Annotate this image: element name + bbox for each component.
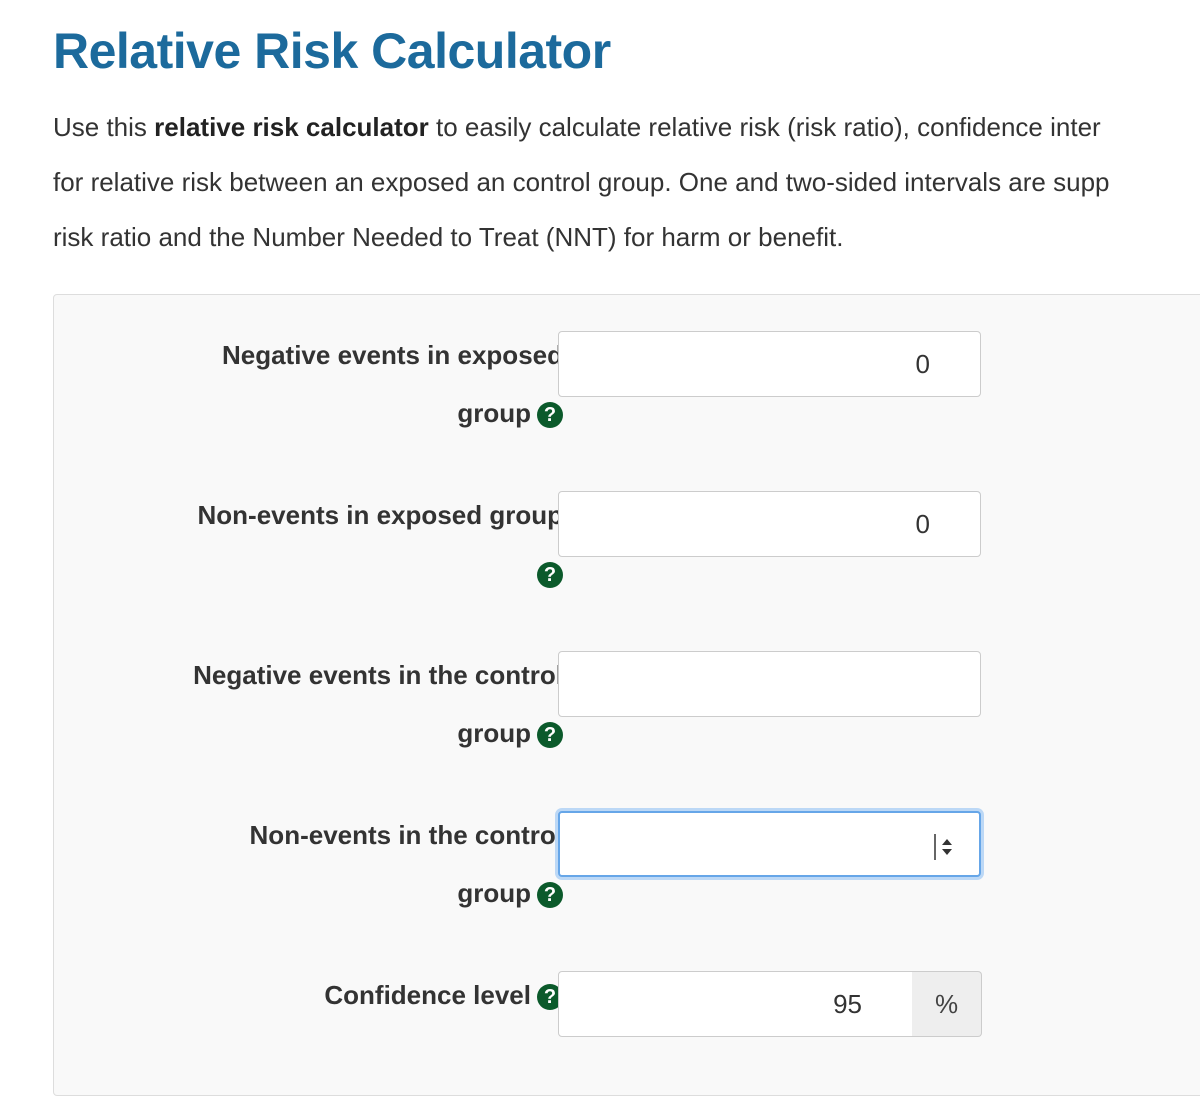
label-line: Non-events in exposed group (114, 486, 564, 544)
label-text: group (457, 718, 531, 748)
label-line: Confidence level? (114, 966, 563, 1024)
page-title: Relative Risk Calculator (53, 23, 611, 79)
field-label: Negative events in exposed group? (114, 326, 563, 442)
intro-line: risk ratio and the Number Needed to Trea… (53, 210, 1200, 265)
intro-line: for relative risk between an exposed an … (53, 155, 1200, 210)
input-value: 0 (915, 349, 930, 379)
field-label: Confidence level? (114, 966, 563, 1024)
intro-paragraph: Use this relative risk calculator to eas… (53, 100, 1200, 265)
label-text: Negative events in the control (193, 660, 563, 690)
intro-bold: relative risk calculator (154, 112, 429, 142)
label-text: Non-events in the control (249, 820, 563, 850)
label-line: ? (114, 544, 563, 602)
number-input[interactable]: 0 (558, 491, 981, 557)
label-line: Negative events in exposed (114, 326, 563, 384)
input-value: 95 (833, 989, 862, 1019)
help-icon[interactable]: ? (537, 882, 563, 908)
label-text: group (457, 398, 531, 428)
help-icon[interactable]: ? (537, 562, 563, 588)
label-line: group? (114, 864, 563, 922)
label-line: group? (114, 704, 563, 762)
intro-text: to easily calculate relative risk (risk … (428, 112, 1101, 142)
label-text: Negative events in exposed (221, 340, 563, 370)
number-input[interactable]: 0 (558, 331, 981, 397)
label-line: Negative events in the control (114, 646, 563, 704)
number-input[interactable] (558, 811, 981, 877)
spinner-arrows (934, 834, 952, 861)
intro-line: Use this relative risk calculator to eas… (53, 100, 1200, 155)
spinner (933, 830, 957, 861)
field-label: Non-events in exposed group? (114, 486, 563, 602)
help-icon[interactable]: ? (537, 402, 563, 428)
input-value: 0 (915, 509, 930, 539)
intro-text: Use this (53, 112, 155, 142)
number-input[interactable]: 95 (558, 971, 913, 1037)
label-line: group? (114, 384, 563, 442)
intro-text: for relative risk between an exposed an … (53, 167, 1110, 197)
help-icon[interactable]: ? (537, 722, 563, 748)
form-panel: Negative events in exposed group? 0 Non-eve… (53, 294, 1200, 1096)
label-line: Non-events in the control (114, 806, 563, 864)
intro-text: risk ratio and the Number Needed to Trea… (53, 222, 844, 252)
label-text: Non-events in exposed group (197, 500, 564, 530)
field-label: Non-events in the control group? (114, 806, 563, 922)
label-text: Confidence level (324, 980, 531, 1010)
input-addon: % (912, 971, 982, 1037)
number-input[interactable] (558, 651, 981, 717)
label-text: group (457, 878, 531, 908)
field-label: Negative events in the control group? (114, 646, 563, 762)
page: {"header": {"title": "Relative Risk Calc… (53, 23, 1200, 1096)
